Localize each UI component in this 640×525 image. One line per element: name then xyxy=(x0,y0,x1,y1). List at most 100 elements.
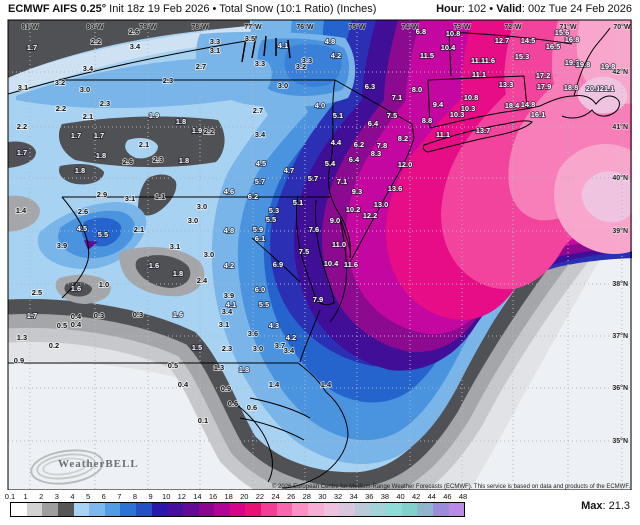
map-value-label: 7.9 xyxy=(313,295,323,304)
model-subtitle: Init 18z 19 Feb 2026 • Total Snow (10:1 … xyxy=(106,3,377,15)
coordinate-label: 38°N xyxy=(612,280,628,288)
map-value-label: 0.6 xyxy=(228,399,238,408)
colorbar-tick: 10 xyxy=(162,492,171,501)
map-value-label: 4.7 xyxy=(284,166,294,175)
colorbar-tick: 46 xyxy=(443,492,452,501)
map-value-label: 6.2 xyxy=(248,192,258,201)
wv-band-5in xyxy=(82,217,122,247)
map-value-label: 0.4 xyxy=(71,312,82,321)
map-value-label: 1.4 xyxy=(321,380,332,389)
map-value-label: 5.5 xyxy=(266,215,276,224)
colorbar-segment xyxy=(104,503,121,516)
colorbar-ticks: 0.1 1 2 3 4 5 6 7 8 9 10 12 14 16 18 20 22 24 26 28 30 32 34 36… xyxy=(5,492,467,501)
map-value-label: 11.3 xyxy=(471,56,485,65)
map-value-label: 4.1 xyxy=(226,300,236,309)
coordinate-label: 73°W xyxy=(453,23,471,31)
map-value-label: 18.8 xyxy=(564,83,579,92)
map-value-label: 4.5 xyxy=(77,224,87,233)
map-value-label: 3.3 xyxy=(255,59,265,68)
map-value-label: 13.7 xyxy=(476,126,491,135)
colorbar-tick: 14 xyxy=(193,492,202,501)
map-value-label: 3.9 xyxy=(57,241,67,250)
coordinate-label: 77°W xyxy=(244,23,262,31)
colorbar-tick: 24 xyxy=(271,492,280,501)
coordinate-labels: 81°W 80°W 79°W 78°W 77°W 76°W 75°W 74°W 73°W 72°W… xyxy=(21,22,632,445)
map-value-label: 12.0 xyxy=(398,160,413,169)
colorbar xyxy=(10,502,465,517)
map-value-label: 1.8 xyxy=(96,151,106,160)
coordinate-label: 41°N xyxy=(612,123,628,131)
map-value-label: 0.1 xyxy=(198,416,208,425)
colorbar-segment xyxy=(167,503,183,516)
map-value-label: 3.4 xyxy=(255,130,266,139)
map-value-label: 11.1 xyxy=(436,130,450,139)
map-value-label: 6.4 xyxy=(349,155,360,164)
map-value-label: 17.9 xyxy=(537,82,552,91)
map-value-label: 2.2 xyxy=(17,122,27,131)
map-value-label: 1.7 xyxy=(71,131,81,140)
colorbar-segment xyxy=(432,503,449,516)
colorbar-area: © 2026 European Centre for Medium-Range … xyxy=(0,484,640,525)
colorbar-tick: 2 xyxy=(39,492,44,501)
colorbar-segment xyxy=(136,503,152,516)
map-value-label: 7.6 xyxy=(309,225,319,234)
coordinate-label: 36°N xyxy=(612,384,628,392)
colorbar-segment xyxy=(57,503,74,516)
va-dark-pocket2 xyxy=(64,281,92,297)
colorbar-segment xyxy=(261,503,277,516)
map-value-label: 1.5 xyxy=(192,343,202,352)
map-value-label: 10.8 xyxy=(446,29,461,38)
map-value-label: 16.8 xyxy=(565,35,580,44)
colorbar-tick: 28 xyxy=(302,492,311,501)
w-edge-graypocket xyxy=(8,195,40,232)
map-value-label: 0.3 xyxy=(94,311,104,320)
map-value-label: 2.2 xyxy=(204,127,214,136)
colorbar-tick: 0.1 xyxy=(4,492,16,501)
map-value-label: 3.3 xyxy=(302,56,312,65)
map-value-label: 5.4 xyxy=(325,159,336,168)
map-value-label: 2.3 xyxy=(222,344,232,353)
map-value-label: 3.4 xyxy=(83,64,94,73)
map-value-label: 3.2 xyxy=(296,62,306,71)
map-value-label: 3.1 xyxy=(210,46,220,55)
colorbar-segment xyxy=(120,503,136,516)
colorbar-tick: 40 xyxy=(396,492,405,501)
colorbar-tick: 3 xyxy=(54,492,59,501)
map-value-label: 2.7 xyxy=(253,106,263,115)
map-value-label: 3.4 xyxy=(222,307,233,316)
map-value-label: 3.0 xyxy=(80,85,90,94)
map-value-label: 3.0 xyxy=(197,202,207,211)
map-value-label: 1.8 xyxy=(239,365,249,374)
map-value-label: 1.7 xyxy=(94,131,104,140)
colorbar-tick: 22 xyxy=(255,492,265,501)
map-value-label: 4.8 xyxy=(224,226,234,235)
colorbar-tick: 20 xyxy=(240,492,249,501)
map-value-label: 3.1 xyxy=(18,83,28,92)
colorbar-segment xyxy=(245,503,261,516)
map-value-label: 3.9 xyxy=(224,291,234,300)
colorbar-tick: 7 xyxy=(117,492,122,501)
colorbar-tick: 9 xyxy=(148,492,153,501)
map-value-label: 4.1 xyxy=(278,41,288,50)
coordinate-label: 35°N xyxy=(612,437,628,445)
map-value-label: 3.2 xyxy=(55,78,65,87)
va-dark-wedge xyxy=(135,255,191,288)
map-value-label: 5.1 xyxy=(293,198,303,207)
colorbar-segment xyxy=(307,503,324,516)
coordinate-label: 75°W xyxy=(348,23,366,31)
map-value-label: 2.3 xyxy=(163,76,173,85)
map-value-label: 11.0 xyxy=(332,240,346,249)
map-value-label: 6.1 xyxy=(255,234,265,243)
colorbar-segment xyxy=(151,503,168,516)
model-name: ECMWF AIFS 0.25° xyxy=(8,3,107,15)
map-value-label: 13.0 xyxy=(374,200,389,209)
map-value-label: 3.1 xyxy=(125,194,135,203)
map-value-label: 2.1 xyxy=(134,225,144,234)
map-value-label: 7.1 xyxy=(337,177,347,186)
map-value-label: 2.7 xyxy=(196,62,206,71)
colorbar-segment xyxy=(276,503,293,516)
map-value-label: 1.4 xyxy=(269,380,280,389)
map-value-label: 6.4 xyxy=(368,119,379,128)
map-value-label: 1.7 xyxy=(27,43,37,52)
